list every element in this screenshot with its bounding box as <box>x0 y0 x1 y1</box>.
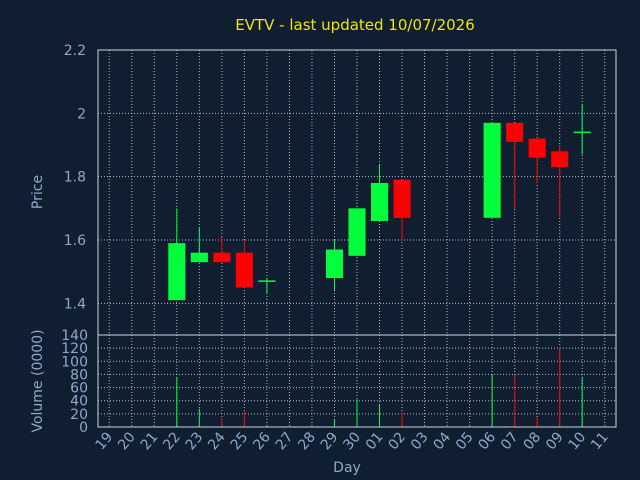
price-tick-labels: 1.4 1.6 1.8 2 2.2 <box>64 43 86 312</box>
x-tick-label: 30 <box>340 429 364 453</box>
x-tick-label: 11 <box>588 429 612 453</box>
x-tick-label: 05 <box>453 429 477 453</box>
volume-bars <box>176 346 583 427</box>
volume-tick-label: 140 <box>61 328 88 344</box>
x-tick-label: 07 <box>498 429 522 453</box>
candle-body <box>393 179 411 218</box>
x-tick-label: 06 <box>475 429 499 453</box>
volume-tick-label: 120 <box>61 341 88 357</box>
candle <box>213 236 231 263</box>
candle <box>258 278 276 294</box>
chart-title: EVTV - last updated 10/07/2026 <box>235 16 475 34</box>
price-axis-label: Price <box>30 175 46 209</box>
volume-tick-label: 80 <box>70 367 88 383</box>
candle-body <box>370 183 389 221</box>
candle <box>573 103 591 155</box>
x-tick-label: 20 <box>115 429 139 453</box>
x-tick-label: 10 <box>566 429 590 453</box>
candles <box>168 103 591 301</box>
volume-tick-label: 0 <box>79 420 88 436</box>
candle <box>483 122 501 218</box>
price-tick-label: 1.4 <box>64 296 86 312</box>
volume-tick-label: 100 <box>61 354 88 370</box>
x-tick-label: 19 <box>93 429 117 453</box>
x-tick-label: 08 <box>521 429 545 453</box>
x-axis-label: Day <box>333 460 361 476</box>
x-tick-label: 27 <box>273 429 297 453</box>
x-tick-label: 29 <box>318 429 342 453</box>
candle-body <box>235 252 253 288</box>
price-tick-label: 2.2 <box>64 43 86 59</box>
candle <box>190 227 208 263</box>
x-tick-label: 04 <box>430 429 454 453</box>
candle <box>528 138 546 183</box>
candle-body <box>168 243 186 301</box>
x-tick-label: 01 <box>363 429 387 453</box>
x-tick-labels: 1920212223242526272829300102030405060708… <box>93 429 612 453</box>
price-tick-label: 1.6 <box>64 233 86 249</box>
x-tick-label: 23 <box>183 429 207 453</box>
price-tick-label: 1.8 <box>64 170 86 186</box>
volume-panel-frame <box>97 334 617 428</box>
candle <box>168 208 186 301</box>
candle-body <box>506 122 524 142</box>
candle <box>235 240 253 288</box>
x-tick-label: 21 <box>138 429 162 453</box>
volume-tick-label: 20 <box>70 407 88 423</box>
candle <box>370 164 389 221</box>
price-grid <box>98 50 616 335</box>
x-tick-label: 02 <box>385 429 409 453</box>
x-tick-label: 09 <box>543 429 567 453</box>
candle-body <box>551 151 569 168</box>
x-tick-label: 26 <box>250 429 274 453</box>
volume-tick-label: 40 <box>70 394 88 410</box>
candle <box>551 145 569 218</box>
x-tick-label: 25 <box>228 429 252 453</box>
candle-body <box>483 122 501 218</box>
x-tick-label: 03 <box>408 429 432 453</box>
candle-body <box>348 208 366 256</box>
x-tick-label: 22 <box>160 429 184 453</box>
x-tick-label: 28 <box>295 429 319 453</box>
price-tick-label: 2 <box>77 106 86 122</box>
candle <box>506 122 524 209</box>
candle <box>348 208 366 256</box>
volume-tick-label: 60 <box>70 381 88 397</box>
candle-body <box>325 249 344 278</box>
candle <box>393 179 411 240</box>
candle <box>325 240 344 291</box>
x-tick-label: 24 <box>205 429 229 453</box>
candle-body <box>213 252 231 263</box>
volume-axis-label: Volume (0000) <box>30 329 46 432</box>
candle-body <box>528 138 546 158</box>
candle-body <box>190 252 208 263</box>
